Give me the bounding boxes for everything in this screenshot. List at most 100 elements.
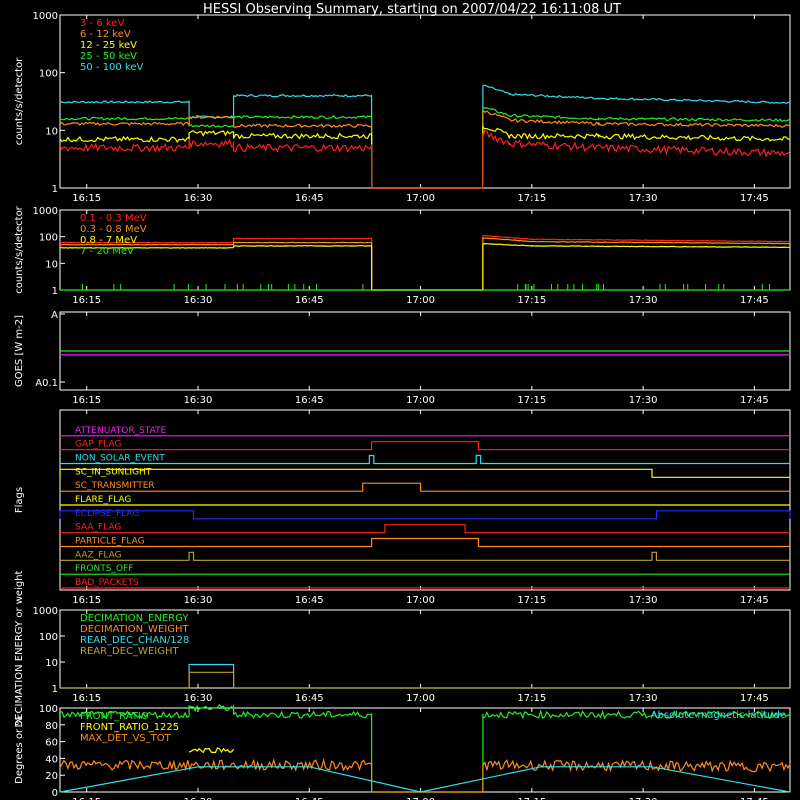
x-tick-label: 17:00 xyxy=(406,193,435,204)
x-tick-label: 17:15 xyxy=(517,797,546,800)
legend-label: 7 - 20 MeV xyxy=(80,246,134,257)
series-line xyxy=(59,129,791,189)
series-line xyxy=(59,758,791,793)
y-tick-label: 1000 xyxy=(33,11,58,22)
panel-low-energy: 16:15 16:30 16:45 17:00 17:15 17:30 17:45 1 10 10… xyxy=(14,11,791,204)
x-tick-label: 16:30 xyxy=(184,395,213,406)
y-tick-label: 1 xyxy=(52,184,58,195)
y-axis-label: GOES [W m-2] xyxy=(14,315,25,387)
y-axis-label: Flags xyxy=(14,487,25,513)
flag-label: ECLIPSE_FLAG xyxy=(75,509,139,519)
flag-label: SAA_FLAG xyxy=(75,523,121,533)
chart-title: HESSI Observing Summary, starting on 200… xyxy=(203,2,621,17)
x-tick-label: 17:15 xyxy=(517,693,546,704)
panel-goes: 16:15 16:30 16:45 17:00 17:15 17:30 17:45 A A0.1… xyxy=(14,310,791,406)
flag-line xyxy=(59,468,790,478)
y-tick-label: A0.1 xyxy=(35,378,58,389)
x-tick-label: 16:15 xyxy=(72,797,101,800)
y-tick-label: 40 xyxy=(45,754,58,765)
x-tick-label: 16:45 xyxy=(295,295,324,306)
x-tick-label: 17:30 xyxy=(629,295,658,306)
x-tick-label: 16:45 xyxy=(295,595,324,606)
x-tick-label: 16:15 xyxy=(72,295,101,306)
x-tick-label: 16:45 xyxy=(295,797,324,800)
x-tick-label: 17:00 xyxy=(406,693,435,704)
flag-label: AAZ_FLAG xyxy=(75,550,122,560)
legend-label: FRONT_RATIO xyxy=(80,711,149,722)
flag-line xyxy=(60,537,790,548)
x-tick-label: 17:45 xyxy=(740,693,769,704)
y-tick-label: 60 xyxy=(45,738,58,749)
flag-label: FRONTS_OFF xyxy=(75,564,133,574)
flag-line xyxy=(60,551,790,561)
annotation-label: Absolute magnetic latitude xyxy=(651,710,786,721)
x-tick-label: 17:30 xyxy=(629,595,658,606)
flag-line xyxy=(60,441,790,451)
legend-label: 50 - 100 keV xyxy=(80,62,144,73)
y-tick-label: 100 xyxy=(39,69,58,80)
y-tick-label: 10 xyxy=(45,126,58,137)
x-tick-label: 17:15 xyxy=(517,295,546,306)
x-tick-label: 16:30 xyxy=(184,295,213,306)
panel-decimation: 16:15 16:30 16:45 17:00 17:15 17:30 17:45 1 10 10… xyxy=(14,570,791,727)
plot-frame xyxy=(59,409,791,591)
legend-label: 12 - 25 keV xyxy=(80,40,137,51)
x-tick-label: 17:45 xyxy=(740,295,769,306)
panel-high-energy: 16:15 16:30 16:45 17:00 17:15 17:30 17:45 1 10 10… xyxy=(14,205,791,306)
flag-label: GAP_FLAG xyxy=(75,440,121,450)
y-tick-label: 1 xyxy=(52,684,58,695)
flag-line xyxy=(60,482,790,492)
x-tick-label: 17:00 xyxy=(406,395,435,406)
legend-label: 0.8 - 7 MeV xyxy=(80,235,137,246)
y-tick-label: 100 xyxy=(39,632,58,643)
panel-ratio: 16:15 16:30 16:45 17:00 17:15 17:30 17:45 0 20 40… xyxy=(14,703,791,800)
legend-label: 0.3 - 0.8 MeV xyxy=(80,224,147,235)
y-axis-label: DECIMATION ENERGY or weight xyxy=(14,570,25,727)
x-tick-label: 16:30 xyxy=(184,193,213,204)
y-axis-label: counts/s/detector xyxy=(14,205,25,293)
legend-label: 6 - 12 keV xyxy=(80,29,131,40)
x-tick-label: 16:15 xyxy=(72,395,101,406)
x-tick-label: 17:15 xyxy=(517,193,546,204)
x-tick-label: 17:30 xyxy=(629,693,658,704)
y-tick-label: A xyxy=(51,310,58,321)
legend-label: DECIMATION_WEIGHT xyxy=(80,624,189,635)
x-tick-label: 17:15 xyxy=(517,595,546,606)
legend-label: DECIMATION_ENERGY xyxy=(80,613,189,624)
x-tick-label: 17:00 xyxy=(406,295,435,306)
x-tick-label: 17:30 xyxy=(629,797,658,800)
y-tick-label: 10 xyxy=(45,658,58,669)
x-tick-label: 16:15 xyxy=(72,595,101,606)
panel-flags: 16:15 16:30 16:45 17:00 17:15 17:30 17:45 Flags… xyxy=(14,409,791,606)
x-tick-label: 17:45 xyxy=(740,395,769,406)
series-line xyxy=(59,766,791,793)
x-tick-label: 16:45 xyxy=(295,395,324,406)
x-tick-label: 16:45 xyxy=(295,693,324,704)
y-axis-label: counts/s/detector xyxy=(14,57,25,145)
x-tick-label: 16:15 xyxy=(72,693,101,704)
flag-label: ATTENUATOR_STATE xyxy=(75,426,167,436)
x-tick-label: 17:45 xyxy=(740,797,769,800)
flag-label: SC_IN_SUNLIGHT xyxy=(75,467,152,477)
legend-label: FRONT_RATIO_1225 xyxy=(80,722,179,733)
y-tick-label: 10 xyxy=(45,259,58,270)
series-line xyxy=(60,671,790,689)
flag-label: PARTICLE_FLAG xyxy=(75,537,145,547)
y-tick-label: 1 xyxy=(52,286,58,297)
legend-label: 25 - 50 keV xyxy=(80,51,137,62)
panels: 16:15 16:30 16:45 17:00 17:15 17:30 17:4511010… xyxy=(14,11,791,800)
y-tick-label: 20 xyxy=(45,771,58,782)
flag-line xyxy=(60,524,790,534)
legend-label: REAR_DEC_WEIGHT xyxy=(80,646,179,657)
flag-line xyxy=(60,454,790,465)
x-tick-label: 16:30 xyxy=(184,693,213,704)
x-tick-label: 17:15 xyxy=(517,395,546,406)
flag-label: SC_TRANSMITTER xyxy=(75,481,155,491)
legend-label: MAX_DET_VS_TOT xyxy=(80,733,172,744)
flag-label: BAD_PACKETS xyxy=(75,578,139,588)
x-tick-label: 17:45 xyxy=(740,595,769,606)
x-tick-label: 16:15 xyxy=(72,193,101,204)
legend-label: 0.1 - 0.3 MeV xyxy=(80,213,147,224)
